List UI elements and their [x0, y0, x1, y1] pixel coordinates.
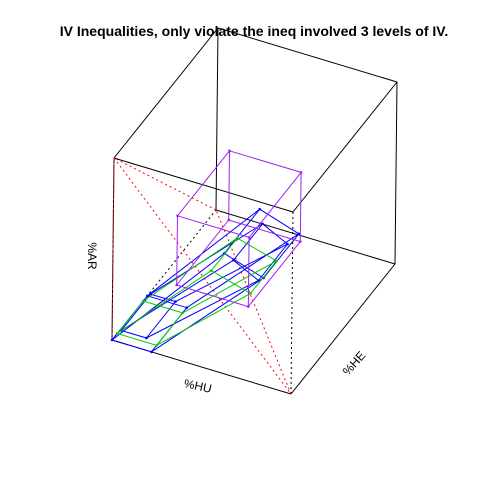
- box-edge: [217, 27, 398, 83]
- axis-label-x: %HU: [183, 376, 213, 396]
- axis-label-y: %HE: [340, 348, 369, 378]
- series-2-vertex: [181, 311, 184, 315]
- series-2-edge: [117, 333, 157, 346]
- box-edge: [290, 263, 396, 395]
- series-3-wireframe: [175, 149, 303, 308]
- simplex-edge: [113, 157, 217, 211]
- box-edge: [215, 209, 396, 265]
- series-3-edge: [176, 284, 249, 308]
- series-1-vertex: [257, 279, 260, 282]
- series-1-edge: [146, 301, 176, 339]
- series-3-edge: [177, 150, 230, 217]
- series-1-edge: [146, 280, 259, 339]
- series-3-edge: [247, 237, 250, 307]
- series-0-edge: [111, 339, 152, 353]
- series-0-edge: [111, 253, 225, 341]
- simplex-edge: [113, 157, 292, 395]
- series-3-edge: [299, 172, 302, 242]
- series-2-edge: [182, 260, 277, 314]
- series-0-edge: [259, 208, 300, 235]
- series-2-vertex: [115, 332, 119, 335]
- series-0-wireframe: [110, 207, 301, 354]
- series-0-edge: [186, 233, 300, 309]
- series-3-vertex: [299, 240, 302, 243]
- series-3-edge: [176, 215, 178, 286]
- series-3-vertex: [176, 214, 179, 218]
- series-2-vertex: [236, 236, 239, 240]
- series-1-vertex: [149, 292, 152, 296]
- series-0-vertex: [258, 207, 262, 211]
- axis-label-z: %AR: [85, 242, 99, 270]
- series-3-vertex: [247, 236, 251, 239]
- series-2-edge: [116, 270, 212, 334]
- series-3-edge: [229, 150, 302, 173]
- series-3-vertex: [247, 305, 250, 308]
- series-3-edge: [228, 219, 301, 243]
- series-2-edge: [250, 260, 277, 294]
- series-0-edge: [223, 208, 261, 254]
- series-2-edge: [156, 312, 183, 346]
- series-3-edge: [176, 219, 230, 286]
- series-1-vertex: [232, 258, 235, 262]
- series-3-edge: [248, 172, 302, 238]
- series-2-vertex: [141, 299, 145, 303]
- simplex-triangle: [111, 157, 292, 395]
- series-2-edge: [237, 237, 277, 262]
- series-1-vertex: [286, 242, 289, 246]
- chart-title: IV Inequalities, only violate the ineq i…: [60, 23, 449, 39]
- box-edge: [292, 81, 398, 213]
- series-3-vertex: [299, 171, 303, 174]
- series-0-edge: [147, 208, 261, 297]
- series-layer: [110, 149, 303, 354]
- series-1-vertex: [261, 222, 264, 226]
- series-1-edge: [121, 330, 147, 339]
- box-edge: [113, 27, 219, 159]
- series-3-edge: [177, 215, 250, 238]
- series-3-vertex: [228, 149, 231, 153]
- simplex-edge: [111, 157, 115, 341]
- series-1-edge: [150, 293, 176, 303]
- series-0-edge: [224, 252, 264, 279]
- series-1-edge: [233, 223, 263, 261]
- series-1-edge: [175, 243, 288, 303]
- series-2-edge: [142, 237, 238, 302]
- series-1-wireframe: [120, 222, 289, 340]
- series-2-wireframe: [115, 236, 278, 347]
- series-0-edge: [263, 233, 300, 279]
- series-3-vertex: [175, 283, 178, 287]
- series-1-edge: [233, 259, 259, 281]
- series-1-vertex: [174, 300, 177, 303]
- series-0-vertex: [185, 306, 188, 310]
- series-1-vertex: [145, 336, 148, 340]
- series-0-vertex: [297, 232, 301, 236]
- series-0-edge: [151, 277, 264, 353]
- series-1-edge: [120, 293, 151, 331]
- series-3-vertex: [227, 218, 230, 222]
- series-2-vertex: [275, 259, 278, 263]
- series-2-edge: [143, 300, 183, 314]
- series-2-edge: [211, 270, 251, 294]
- box-edge: [394, 81, 398, 265]
- series-2-edge: [210, 237, 238, 271]
- series-3-edge: [247, 241, 301, 307]
- series-3-edge: [228, 150, 230, 221]
- series-2-edge: [116, 300, 144, 334]
- series-2-vertex: [249, 292, 252, 295]
- series-0-vertex: [150, 350, 153, 354]
- bounding-box: [111, 27, 398, 395]
- simplex-edge: [215, 209, 292, 395]
- box-edge: [113, 157, 294, 213]
- series-2-vertex: [210, 269, 213, 272]
- box-edge: [215, 27, 219, 211]
- series-0-vertex: [110, 338, 114, 342]
- series-2-vertex: [155, 344, 158, 347]
